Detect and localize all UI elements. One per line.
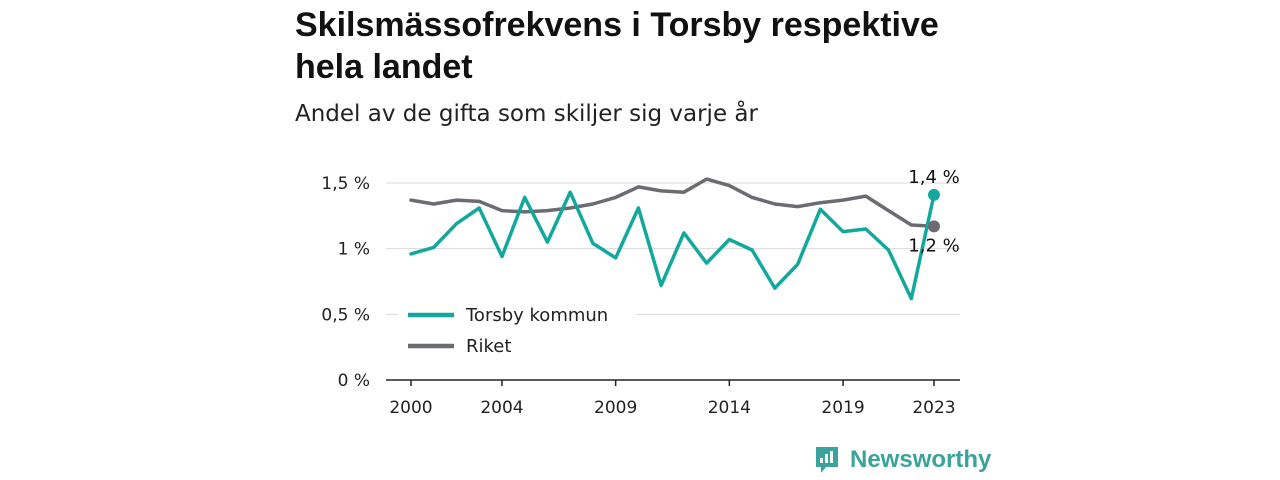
newsworthy-icon xyxy=(816,447,838,473)
series-lines xyxy=(409,177,936,301)
x-tick-label: 2000 xyxy=(389,398,432,418)
brand-logo: Newsworthy xyxy=(814,446,991,474)
end-label: 1,2 % xyxy=(908,235,959,256)
x-tick-label: 2019 xyxy=(821,398,864,418)
legend-label: Torsby kommun xyxy=(465,305,608,326)
y-tick-label: 0,5 % xyxy=(321,305,370,325)
x-tick-label: 2009 xyxy=(594,398,637,418)
end-marker xyxy=(928,188,940,201)
legend-label: Riket xyxy=(466,336,511,357)
end-marker xyxy=(928,220,940,233)
legend-background xyxy=(398,296,636,366)
legend: Torsby kommun Riket xyxy=(398,296,636,366)
chart-subtitle: Andel av de gifta som skiljer sig varje … xyxy=(295,101,758,127)
axes: 0 % 0,5 % 1 % 1,5 % 2000 2004 2009 2014 2019 2023 xyxy=(321,174,960,418)
y-tick-label: 0 % xyxy=(338,371,370,391)
brand-name: Newsworthy xyxy=(850,446,992,473)
series-line-riket xyxy=(409,177,936,229)
x-tick-label: 2014 xyxy=(708,398,751,418)
chart-title: Skilsmässofrekvens i Torsby respektive h… xyxy=(295,6,939,86)
end-label: 1,4 % xyxy=(908,167,959,188)
end-labels: 1,4 % 1,2 % xyxy=(908,167,959,257)
y-tick-label: 1,5 % xyxy=(321,174,370,194)
x-tick-label: 2004 xyxy=(480,398,523,418)
x-tick-label: 2023 xyxy=(912,398,955,418)
y-tick-label: 1 % xyxy=(338,240,370,260)
series-line-torsby-kommun xyxy=(409,190,936,301)
